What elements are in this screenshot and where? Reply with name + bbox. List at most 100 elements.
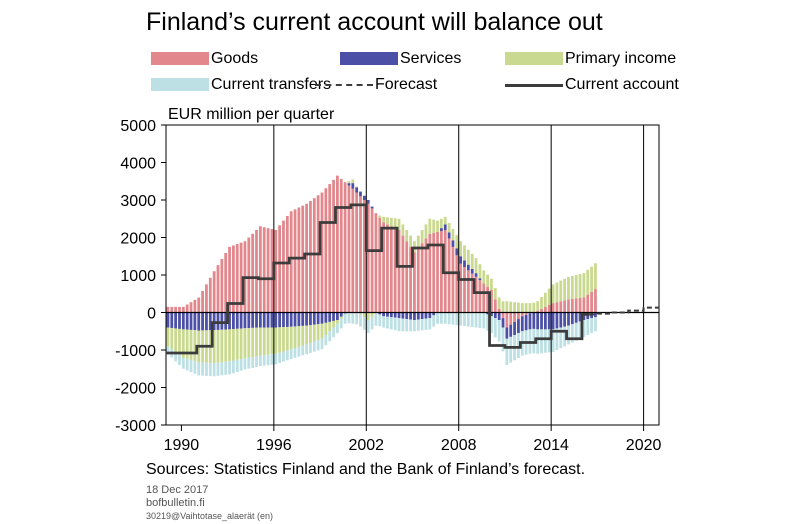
bar-primary-income: [482, 270, 486, 284]
bar-services: [582, 312, 586, 320]
bar-primary-income: [594, 263, 597, 290]
bar-primary-income: [509, 301, 513, 313]
bar-goods: [424, 238, 428, 313]
bar-services: [378, 312, 382, 315]
bar-current-transfers: [332, 327, 335, 338]
bar-services: [540, 312, 543, 330]
bar-services: [362, 195, 366, 200]
bar-services: [216, 312, 220, 330]
bar-primary-income: [174, 328, 178, 352]
bar-services: [463, 260, 466, 268]
y-axis-unit-label: EUR million per quarter: [168, 106, 335, 123]
bar-current-transfers: [497, 320, 501, 342]
bar-goods: [224, 252, 228, 313]
bar-primary-income: [178, 328, 181, 355]
bar-services: [174, 312, 178, 329]
bar-current-transfers: [486, 314, 489, 331]
bar-primary-income: [555, 282, 559, 303]
bar-current-transfers: [301, 345, 305, 356]
bar-goods: [440, 230, 443, 313]
bar-goods: [563, 300, 567, 313]
bar-current-transfers: [382, 316, 385, 328]
bar-services: [393, 312, 397, 318]
bar-current-transfers: [436, 312, 439, 324]
y-tick-label: 0: [147, 306, 156, 323]
bar-services: [366, 200, 370, 204]
bar-services: [536, 312, 540, 330]
bar-goods: [328, 184, 332, 313]
bar-current-transfers: [470, 312, 474, 328]
bar-primary-income: [528, 303, 532, 313]
bar-primary-income: [386, 217, 389, 225]
bar-goods: [443, 230, 447, 313]
bar-goods: [270, 229, 274, 313]
bar-current-transfers: [193, 361, 197, 374]
bar-current-transfers: [285, 350, 289, 361]
bar-primary-income: [228, 329, 231, 362]
bar-primary-income: [274, 327, 278, 354]
bar-goods: [185, 304, 189, 313]
bar-services: [324, 312, 328, 323]
y-tick-label: 3000: [120, 193, 156, 210]
bar-current-transfers: [228, 361, 231, 375]
bar-current-transfers: [482, 312, 486, 329]
bar-current-transfers: [532, 328, 536, 354]
bar-current-transfers: [451, 312, 455, 325]
bar-primary-income: [409, 235, 412, 247]
bar-current-transfers: [443, 312, 447, 324]
bar-goods: [586, 294, 590, 313]
bar-current-transfers: [509, 336, 513, 363]
bar-current-transfers: [389, 317, 393, 330]
bar-services: [312, 312, 316, 325]
y-tick-label: 4000: [120, 156, 156, 173]
bar-primary-income: [251, 327, 255, 357]
bar-services: [386, 312, 389, 317]
bar-goods: [193, 299, 197, 313]
bar-goods: [305, 203, 308, 313]
bar-services: [205, 312, 208, 331]
bar-current-transfers: [428, 318, 432, 330]
bar-primary-income: [551, 284, 555, 304]
bar-current-transfers: [224, 361, 228, 375]
services-swatch: [340, 52, 398, 65]
bar-goods: [228, 246, 231, 313]
bar-services: [289, 312, 293, 327]
bar-primary-income: [235, 328, 239, 360]
bar-services: [524, 314, 528, 331]
bar-primary-income: [328, 321, 332, 332]
bar-services: [270, 312, 274, 328]
bar-current-transfers: [320, 338, 324, 350]
bar-services: [543, 312, 547, 330]
bar-current-transfers: [255, 356, 258, 367]
bar-primary-income: [567, 276, 570, 300]
bar-primary-income: [339, 316, 343, 319]
bar-primary-income: [278, 327, 282, 353]
bar-primary-income: [293, 326, 297, 349]
bar-current-transfers: [413, 320, 416, 332]
bar-current-transfers: [409, 319, 412, 332]
bar-current-transfers: [197, 362, 201, 376]
x-tick-label: 2020: [626, 437, 662, 454]
bar-current-transfers: [490, 316, 493, 334]
bar-primary-income: [459, 241, 463, 257]
bar-services: [189, 312, 193, 330]
bar-services: [243, 312, 247, 329]
bar-services: [266, 312, 270, 328]
bar-services: [339, 312, 343, 317]
bar-services: [285, 312, 289, 327]
bar-services: [235, 312, 239, 329]
bar-services: [520, 316, 524, 332]
legend-label-current-transfers: Current transfers: [211, 76, 332, 93]
bar-goods: [582, 297, 586, 313]
bar-services: [466, 264, 470, 271]
bar-services: [262, 312, 266, 328]
bar-goods: [382, 222, 385, 313]
y-tick-label: 5000: [120, 118, 156, 135]
legend-label-forecast: Forecast: [375, 76, 438, 93]
bar-primary-income: [466, 249, 470, 265]
bar-services: [586, 312, 590, 320]
bar-services: [332, 312, 335, 321]
bar-services: [409, 312, 412, 320]
bar-primary-income: [490, 278, 493, 290]
